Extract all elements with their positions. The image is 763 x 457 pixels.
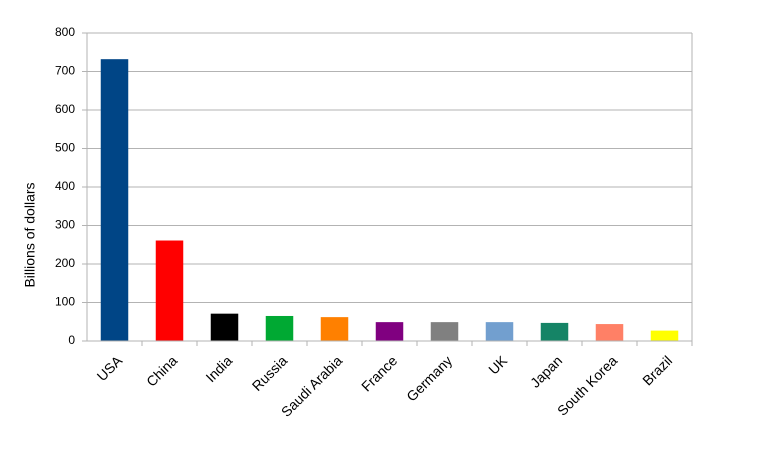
bar [210,313,239,341]
x-tick-label: Brazil [639,352,675,388]
bar [540,322,569,341]
y-tick-label: 800 [55,25,75,39]
y-tick-label: 600 [55,102,75,116]
bar [155,240,184,341]
bar [320,317,349,341]
x-tick-label: Japan [527,352,565,390]
bar [430,322,459,341]
x-tick-label: Russia [249,352,291,394]
x-tick-label: China [143,352,180,389]
bar [595,324,624,341]
bar [100,59,129,342]
y-tick-label: 700 [55,64,75,78]
bar [375,322,404,341]
y-tick-label: 400 [55,179,75,193]
x-tick-label: Germany [403,352,455,404]
y-tick-label: 0 [68,333,75,347]
bar [265,315,294,341]
y-tick-label: 100 [55,295,75,309]
x-tick-label: India [202,352,235,385]
bar [485,322,514,341]
y-tick-label: 300 [55,218,75,232]
x-tick-label: South Korea [554,352,621,419]
x-tick-label: USA [94,352,126,384]
y-tick-label: 500 [55,141,75,155]
x-tick-label: France [358,352,400,394]
bar [650,330,679,341]
y-tick-label: 200 [55,256,75,270]
x-tick-label: UK [485,352,511,378]
y-axis-label: Billions of dollars [22,182,38,287]
